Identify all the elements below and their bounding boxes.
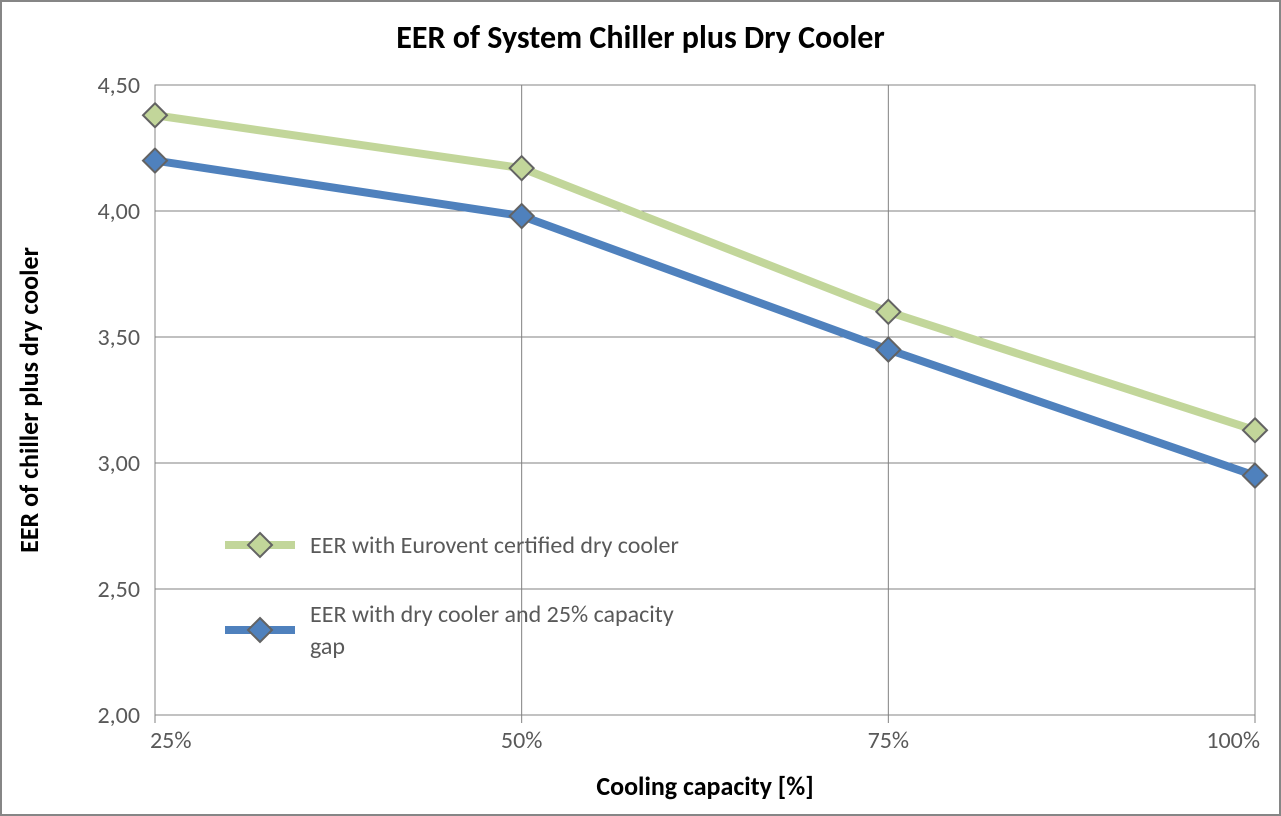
x-tick-label: 75% (868, 726, 909, 755)
legend-label-1-b: gap (310, 632, 345, 661)
x-tick-label: 25% (150, 726, 191, 755)
legend-label-1-a: EER with dry cooler and 25% capacity (310, 600, 674, 629)
chart-title: EER of System Chiller plus Dry Cooler (396, 18, 885, 57)
y-tick-label: 3,00 (98, 449, 140, 478)
y-axis-label: EER of chiller plus dry cooler (13, 247, 45, 553)
y-tick-label: 2,50 (98, 575, 140, 604)
legend-label-0: EER with Eurovent certified dry cooler (310, 531, 679, 560)
chart-container: EER of System Chiller plus Dry Cooler 2,0… (0, 0, 1281, 816)
x-tick-label: 50% (501, 726, 542, 755)
y-tick-label: 4,00 (98, 197, 140, 226)
eer-line-chart: EER of System Chiller plus Dry Cooler 2,0… (0, 0, 1281, 816)
y-tick-label: 2,00 (98, 701, 140, 730)
x-tick-label: 100% (1206, 726, 1260, 755)
y-tick-label: 3,50 (98, 323, 140, 352)
x-axis-label: Cooling capacity [%] (596, 770, 813, 802)
y-tick-label: 4,50 (98, 71, 140, 100)
